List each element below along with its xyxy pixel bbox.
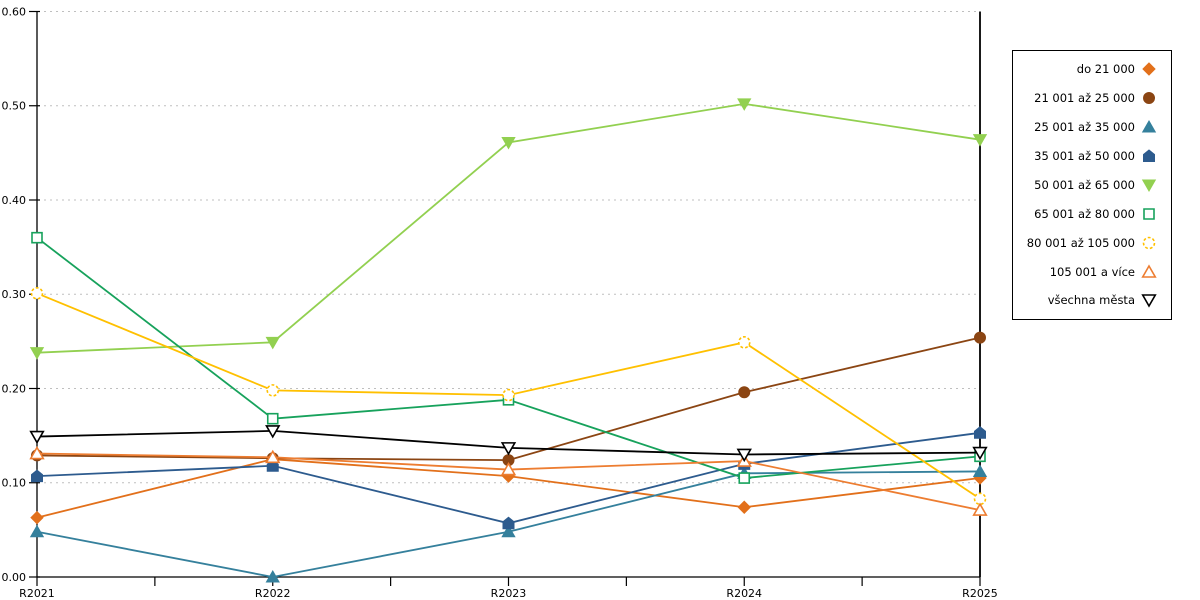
- legend-marker-shape: [1141, 294, 1157, 309]
- series-7: [29, 445, 988, 516]
- legend-marker-icon: [1142, 62, 1156, 77]
- y-tick-label: 0.00: [2, 571, 27, 584]
- series-marker: [737, 98, 752, 111]
- series-marker: [29, 430, 45, 445]
- legend-marker-icon: [1141, 120, 1157, 133]
- series-marker: [266, 412, 279, 425]
- legend-item: 25 001 až 35 000: [1013, 113, 1171, 141]
- chart-legend: do 21 000 21 001 až 25 000 25 001 až 35 00…: [1012, 50, 1172, 320]
- series-marker: [502, 516, 515, 530]
- series-marker: [736, 448, 752, 463]
- series-marker: [974, 331, 986, 344]
- series-marker: [31, 469, 43, 483]
- legend-item-label: 25 001 až 35 000: [1034, 120, 1135, 135]
- legend-item: 65 001 až 80 000: [1013, 200, 1171, 228]
- legend-marker-shape: [1143, 149, 1155, 163]
- series-marker: [265, 425, 281, 439]
- legend-marker-icon: [1143, 149, 1155, 163]
- legend-item-label: 35 001 až 50 000: [1034, 149, 1135, 164]
- series-marker: [31, 231, 43, 244]
- series-marker: [737, 500, 751, 514]
- legend-marker-icon: [1141, 263, 1157, 278]
- legend-marker-icon: [1141, 179, 1157, 192]
- legend-marker-shape: [1143, 92, 1155, 105]
- y-tick-label: 0.40: [2, 194, 27, 207]
- y-tick-label: 0.10: [2, 477, 27, 490]
- legend-marker-icon: [1143, 92, 1155, 105]
- series-marker: [29, 445, 45, 460]
- series-marker: [501, 137, 516, 150]
- series-marker: [974, 426, 986, 439]
- series-marker: [30, 510, 44, 525]
- series-marker: [500, 461, 517, 476]
- y-tick-label: 0.50: [2, 100, 27, 113]
- series-marker: [972, 446, 988, 461]
- y-tick-label: 0.20: [2, 382, 27, 395]
- series-marker: [738, 386, 751, 399]
- series-marker: [265, 449, 281, 464]
- x-tick-label: R2025: [962, 587, 998, 600]
- series-4: [29, 98, 988, 360]
- y-tick-label: 0.30: [2, 288, 27, 301]
- series-marker: [738, 472, 751, 484]
- series-8: [29, 425, 988, 463]
- series-2: [29, 464, 988, 583]
- series-6: [30, 287, 987, 506]
- series-marker: [737, 336, 751, 349]
- series-marker: [973, 492, 987, 506]
- series-marker: [502, 388, 515, 402]
- legend-marker-icon: [1143, 208, 1155, 220]
- legend-marker-icon: [1142, 236, 1156, 249]
- legend-item-label: 65 001 až 80 000: [1034, 206, 1135, 221]
- legend-marker-shape: [1141, 263, 1157, 278]
- legend-marker-icon: [1141, 294, 1157, 309]
- legend-item: 80 001 až 105 000: [1013, 229, 1171, 257]
- y-tick-label: 0.60: [2, 5, 27, 18]
- legend-item: 105 001 a více: [1013, 258, 1171, 286]
- x-tick-label: R2021: [19, 587, 55, 600]
- x-tick-label: R2024: [726, 587, 762, 600]
- legend-item: všechna města: [1013, 286, 1171, 314]
- legend-item-label: 50 001 až 65 000: [1034, 177, 1135, 192]
- series-line: [36, 236, 981, 479]
- legend-marker-shape: [1142, 62, 1156, 77]
- legend-marker-shape: [1141, 120, 1157, 133]
- series-marker: [30, 287, 44, 300]
- series-marker: [29, 524, 45, 538]
- series-marker: [972, 502, 988, 516]
- series-marker: [501, 524, 516, 538]
- series-marker: [265, 336, 280, 350]
- legend-item-label: 105 001 a více: [1049, 264, 1135, 279]
- legend-item: 35 001 až 50 000: [1013, 142, 1171, 170]
- x-tick-label: R2023: [491, 587, 527, 600]
- legend-item-label: 21 001 až 25 000: [1034, 91, 1135, 106]
- series-marker: [500, 442, 517, 456]
- series-marker: [265, 569, 280, 583]
- legend-item: do 21 000: [1013, 55, 1171, 83]
- legend-marker-shape: [1142, 236, 1156, 249]
- legend-marker-shape: [1141, 179, 1157, 192]
- legend-item: 50 001 až 65 000: [1013, 171, 1171, 199]
- legend-item-label: do 21 000: [1076, 62, 1135, 77]
- legend-item-label: všechna města: [1047, 293, 1135, 308]
- series-marker: [266, 384, 280, 397]
- series-marker: [972, 464, 988, 477]
- series-marker: [29, 347, 45, 360]
- series-marker: [972, 134, 988, 147]
- x-tick-label: R2022: [255, 587, 291, 600]
- legend-marker-shape: [1143, 208, 1155, 220]
- legend-item-label: 80 001 až 105 000: [1026, 235, 1135, 250]
- legend-item: 21 001 až 25 000: [1013, 84, 1171, 112]
